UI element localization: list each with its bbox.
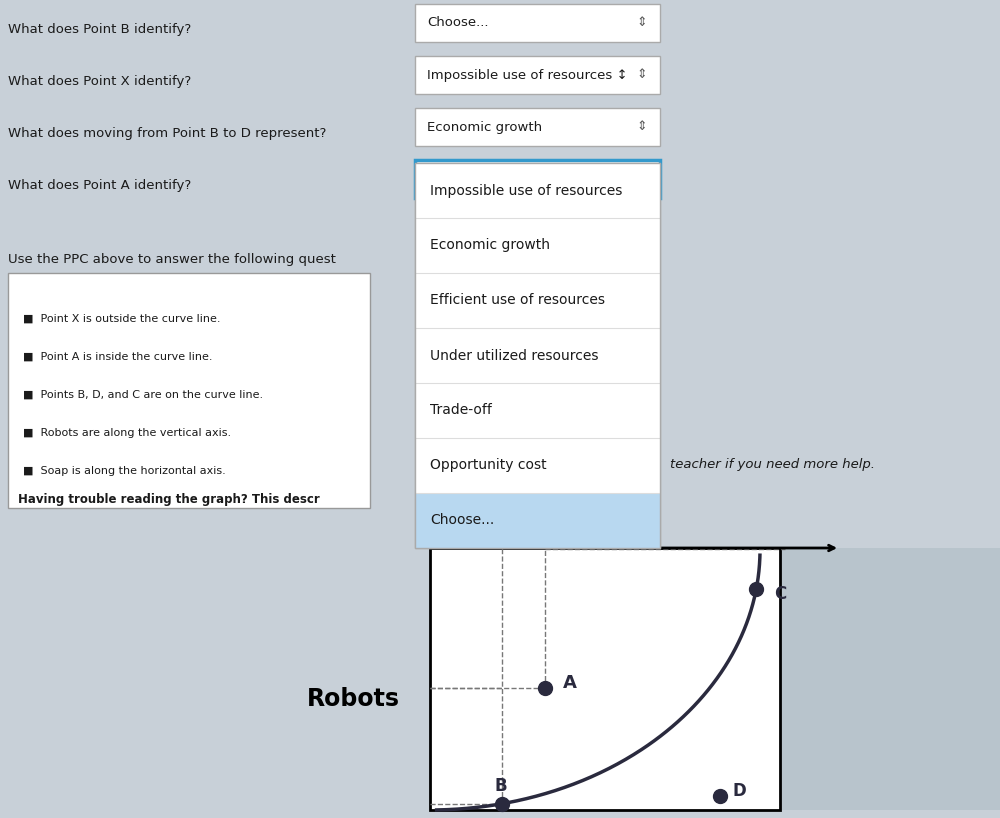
FancyBboxPatch shape xyxy=(415,383,660,438)
Text: Use the PPC above to answer the following quest: Use the PPC above to answer the followin… xyxy=(8,253,336,266)
Text: A: A xyxy=(563,674,577,692)
FancyBboxPatch shape xyxy=(415,108,660,146)
Text: ■  Point X is outside the curve line.: ■ Point X is outside the curve line. xyxy=(23,314,220,324)
Text: ■  Robots are along the vertical axis.: ■ Robots are along the vertical axis. xyxy=(23,428,231,438)
FancyBboxPatch shape xyxy=(0,548,430,810)
FancyBboxPatch shape xyxy=(415,4,660,42)
FancyBboxPatch shape xyxy=(415,163,660,548)
FancyBboxPatch shape xyxy=(415,218,660,273)
FancyBboxPatch shape xyxy=(8,273,370,508)
FancyBboxPatch shape xyxy=(415,328,660,383)
Point xyxy=(494,798,510,811)
Text: Under utilized resources: Under utilized resources xyxy=(430,348,598,362)
Text: Choose...: Choose... xyxy=(430,514,494,528)
Text: ⇕: ⇕ xyxy=(637,120,647,133)
FancyBboxPatch shape xyxy=(415,493,660,548)
FancyBboxPatch shape xyxy=(415,163,660,218)
Text: ■  Points B, D, and C are on the curve line.: ■ Points B, D, and C are on the curve li… xyxy=(23,390,263,400)
Text: What does moving from Point B to D represent?: What does moving from Point B to D repre… xyxy=(8,127,326,140)
Text: D: D xyxy=(732,782,746,800)
FancyBboxPatch shape xyxy=(415,160,660,198)
FancyBboxPatch shape xyxy=(415,438,660,493)
FancyBboxPatch shape xyxy=(430,548,780,810)
Text: What does Point X identify?: What does Point X identify? xyxy=(8,74,191,88)
Text: Opportunity cost: Opportunity cost xyxy=(430,459,547,473)
Text: ■  Soap is along the horizontal axis.: ■ Soap is along the horizontal axis. xyxy=(23,466,226,476)
Text: teacher if you need more help.: teacher if you need more help. xyxy=(670,458,875,471)
Text: Economic growth: Economic growth xyxy=(427,120,542,133)
Text: ⇕: ⇕ xyxy=(637,173,647,186)
Text: Efficient use of resources: Efficient use of resources xyxy=(430,294,605,308)
Text: Impossible use of resources: Impossible use of resources xyxy=(430,183,622,197)
Text: C: C xyxy=(774,585,787,603)
Text: Choose...: Choose... xyxy=(427,173,488,186)
FancyBboxPatch shape xyxy=(415,56,660,94)
Point xyxy=(537,681,553,694)
Text: What does Point B identify?: What does Point B identify? xyxy=(8,23,191,35)
Text: ■  Point A is inside the curve line.: ■ Point A is inside the curve line. xyxy=(23,352,212,362)
FancyBboxPatch shape xyxy=(415,273,660,328)
Text: Choose...: Choose... xyxy=(427,16,488,29)
Text: ⇕: ⇕ xyxy=(637,69,647,82)
Text: Trade-off: Trade-off xyxy=(430,403,492,417)
Point xyxy=(712,789,728,802)
Text: What does Point A identify?: What does Point A identify? xyxy=(8,178,191,191)
Point xyxy=(748,582,764,596)
FancyBboxPatch shape xyxy=(780,548,1000,810)
Text: Robots: Robots xyxy=(307,687,400,711)
Text: Having trouble reading the graph? This descr: Having trouble reading the graph? This d… xyxy=(18,493,320,506)
Text: B: B xyxy=(494,777,507,795)
Text: Economic growth: Economic growth xyxy=(430,239,550,253)
Text: Impossible use of resources ↕: Impossible use of resources ↕ xyxy=(427,69,628,82)
Text: ⇕: ⇕ xyxy=(637,16,647,29)
